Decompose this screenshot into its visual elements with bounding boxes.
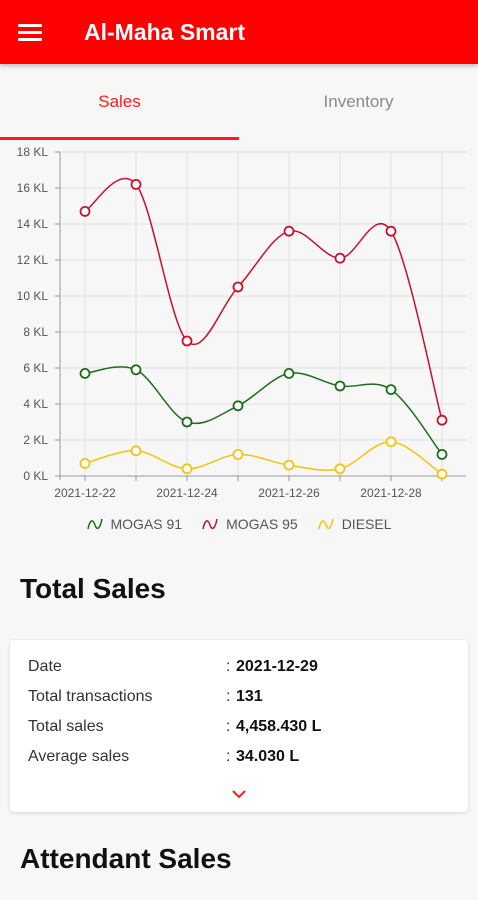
legend-label: MOGAS 91 bbox=[110, 516, 183, 532]
row-separator: : bbox=[226, 748, 231, 765]
summary-row-total-sales: Total sales : 4,458.430 L bbox=[28, 715, 448, 739]
row-value: 2021-12-29 bbox=[236, 658, 318, 675]
legend-item-mogas-95[interactable]: MOGAS 95 bbox=[202, 516, 298, 532]
data-point bbox=[436, 448, 448, 460]
chart-legend: MOGAS 91 MOGAS 95 DIESEL bbox=[0, 516, 478, 532]
chevron-down-icon[interactable] bbox=[229, 786, 249, 802]
row-label: Total transactions bbox=[28, 688, 153, 705]
data-point bbox=[334, 463, 346, 475]
data-point bbox=[181, 335, 193, 347]
data-point bbox=[232, 448, 244, 460]
data-point bbox=[79, 457, 91, 469]
data-point bbox=[385, 225, 397, 237]
y-tick-label: 6 KL bbox=[23, 361, 48, 375]
data-point bbox=[130, 445, 142, 457]
row-label: Average sales bbox=[28, 748, 130, 765]
data-point bbox=[334, 380, 346, 392]
y-tick-label: 8 KL bbox=[23, 325, 48, 339]
total-sales-card: Date : 2021-12-29 Total transactions : 1… bbox=[10, 640, 468, 812]
y-tick-label: 10 KL bbox=[17, 289, 49, 303]
data-point bbox=[232, 281, 244, 293]
x-tick-label: 2021-12-28 bbox=[360, 486, 422, 500]
sales-chart: 0 KL 2 KL 4 KL 6 KL 8 KL 10 KL 12 KL 14 KL 16 KL… bbox=[0, 140, 478, 550]
total-sales-title: Total Sales bbox=[20, 573, 166, 604]
data-point bbox=[181, 463, 193, 475]
x-tick-label: 2021-12-22 bbox=[54, 486, 116, 500]
data-point bbox=[181, 416, 193, 428]
y-tick-label: 14 KL bbox=[17, 217, 49, 231]
app-bar: Al-Maha Smart bbox=[0, 0, 478, 64]
summary-row-average-sales: Average sales : 34.030 L bbox=[28, 745, 448, 769]
series-line-mogas-95 bbox=[84, 177, 443, 421]
tab-inventory[interactable]: Inventory bbox=[323, 92, 394, 111]
y-tick-label: 4 KL bbox=[23, 397, 48, 411]
data-point bbox=[385, 384, 397, 396]
data-point bbox=[283, 459, 295, 471]
data-point bbox=[232, 400, 244, 412]
y-tick-label: 0 KL bbox=[23, 469, 48, 483]
active-tab-indicator bbox=[0, 137, 239, 140]
row-value: 131 bbox=[236, 688, 263, 705]
legend-label: DIESEL bbox=[341, 516, 392, 532]
data-point bbox=[79, 206, 91, 217]
row-label: Total sales bbox=[28, 718, 104, 735]
tab-sales[interactable]: Sales bbox=[98, 92, 141, 111]
hamburger-menu-icon[interactable] bbox=[18, 17, 48, 47]
data-point bbox=[283, 367, 295, 379]
y-tick-label: 16 KL bbox=[17, 181, 49, 195]
x-tick-label: 2021-12-26 bbox=[258, 486, 320, 500]
x-tick-label: 2021-12-24 bbox=[156, 486, 218, 500]
attendant-sales-title: Attendant Sales bbox=[20, 843, 232, 874]
row-value: 34.030 L bbox=[236, 748, 300, 765]
data-point bbox=[79, 367, 91, 379]
data-point bbox=[334, 252, 346, 264]
row-label: Date bbox=[28, 658, 62, 675]
y-tick-label: 2 KL bbox=[23, 433, 48, 447]
app-title: Al-Maha Smart bbox=[84, 18, 246, 45]
line-series-icon bbox=[86, 518, 103, 530]
row-separator: : bbox=[226, 718, 231, 735]
data-point bbox=[130, 364, 142, 376]
tab-bar: Sales Inventory bbox=[0, 64, 478, 140]
y-tick-label: 12 KL bbox=[17, 253, 49, 267]
data-point bbox=[385, 436, 397, 448]
line-series-icon bbox=[202, 518, 218, 530]
row-value: 4,458.430 L bbox=[236, 718, 322, 735]
summary-row-date: Date : 2021-12-29 bbox=[28, 655, 448, 679]
data-point bbox=[130, 179, 142, 190]
row-separator: : bbox=[226, 688, 231, 705]
legend-item-mogas-91[interactable]: MOGAS 91 bbox=[86, 516, 183, 532]
data-point bbox=[283, 225, 295, 237]
legend-label: MOGAS 95 bbox=[226, 516, 298, 532]
data-point bbox=[436, 468, 448, 480]
data-point bbox=[436, 414, 448, 426]
row-separator: : bbox=[226, 658, 231, 675]
summary-row-total-transactions: Total transactions : 131 bbox=[28, 685, 448, 709]
legend-item-diesel[interactable]: DIESEL bbox=[317, 516, 392, 532]
y-tick-label: 18 KL bbox=[17, 145, 49, 159]
sales-line-chart: 0 KL 2 KL 4 KL 6 KL 8 KL 10 KL 12 KL 14 KL 16 KL… bbox=[17, 145, 466, 500]
line-series-icon bbox=[317, 518, 334, 530]
